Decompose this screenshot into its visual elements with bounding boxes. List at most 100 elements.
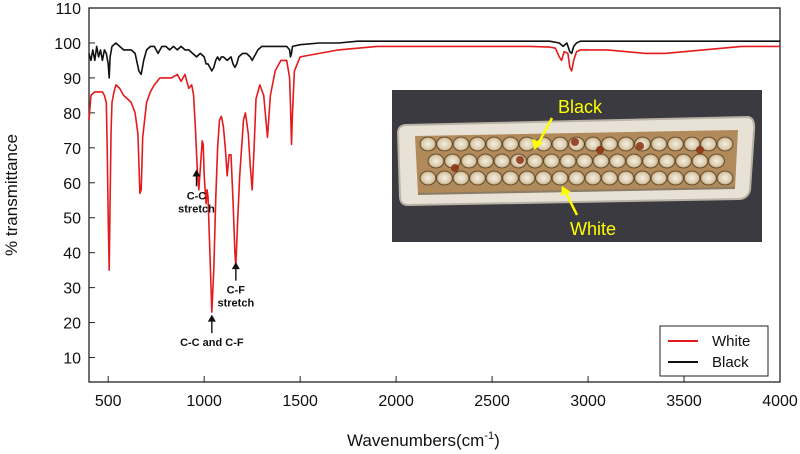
sample-bead <box>551 170 569 186</box>
sample-bead <box>609 153 626 169</box>
sample-bead <box>650 136 668 152</box>
sample-bead <box>584 170 602 186</box>
sample-bead <box>543 153 560 169</box>
y-tick-label: 40 <box>63 246 81 263</box>
sample-bead <box>477 153 494 169</box>
y-tick-label: 60 <box>63 176 81 193</box>
y-tick-label: 90 <box>63 71 81 88</box>
sample-inclusion <box>451 164 459 172</box>
inset-label-black: Black <box>558 97 603 117</box>
x-tick-label: 2500 <box>474 393 510 410</box>
inset-arrowhead-black <box>532 139 543 150</box>
annotation-label-cccf: C-C and C-F <box>180 337 244 349</box>
sample-bead <box>601 136 618 152</box>
sample-inclusion <box>516 156 524 164</box>
x-axis-title-main: Wavenumbers(cm <box>347 431 484 450</box>
sample-bead <box>568 170 585 186</box>
y-axis-ticks: 10 20 30 40 50 60 70 80 90 100 110 <box>54 1 95 368</box>
inset-arrowhead-white <box>561 186 571 196</box>
sample-bead <box>551 136 569 152</box>
sample-bead <box>452 170 470 186</box>
sample-bead <box>535 170 552 186</box>
annotation-arrowhead-cccf <box>207 314 216 322</box>
sample-bead <box>700 170 717 186</box>
sample-bead <box>576 153 593 169</box>
x-tick-label: 1500 <box>282 393 318 410</box>
sample-bead <box>716 170 734 186</box>
sample-bead <box>436 136 453 152</box>
sample-bead <box>650 170 668 186</box>
sample-bead <box>617 170 635 186</box>
series-line-black <box>88 40 780 79</box>
sample-bead <box>667 136 684 152</box>
inset-arrow-black <box>536 117 554 145</box>
sample-bead <box>625 153 643 169</box>
y-axis-title: % transmittance <box>2 134 21 256</box>
sample-bead <box>452 136 470 152</box>
x-tick-label: 4000 <box>762 393 798 410</box>
sample-bead <box>518 136 536 152</box>
inset-photo: Black White <box>392 90 762 242</box>
sample-bead <box>427 153 445 169</box>
inset-label-white: White <box>570 219 616 239</box>
sample-inclusion <box>596 146 604 154</box>
sample-bead <box>502 170 519 186</box>
series-layer <box>88 40 780 313</box>
sample-bead <box>419 136 437 152</box>
y-tick-label: 20 <box>63 316 81 333</box>
sample-bead <box>601 170 618 186</box>
sample-bead <box>675 153 692 169</box>
sample-bead <box>518 170 536 186</box>
legend-box <box>659 325 769 377</box>
sample-bead <box>642 153 659 169</box>
y-tick-label: 80 <box>63 106 81 123</box>
sample-bead <box>683 170 701 186</box>
sample-bead <box>526 153 544 169</box>
x-tick-label: 3000 <box>570 393 606 410</box>
series-line-white <box>88 45 780 313</box>
sample-inclusion <box>636 142 644 150</box>
sample-bead <box>716 136 734 152</box>
sample-bead <box>634 170 651 186</box>
sample-bead <box>700 136 717 152</box>
x-axis-title: Wavenumbers(cm-1) <box>347 430 500 450</box>
x-axis-title-sup: -1 <box>484 430 494 442</box>
sample-bead <box>617 136 635 152</box>
y-tick-label: 100 <box>54 36 81 53</box>
x-tick-label: 1000 <box>186 393 222 410</box>
legend-label-white: White <box>712 333 750 350</box>
annotation-label-cc: C-C <box>187 190 207 202</box>
sample-bead <box>683 136 701 152</box>
sample-bead <box>559 153 577 169</box>
annotation-label-cf: C-F <box>227 285 246 297</box>
sample-inclusion <box>571 138 579 146</box>
y-tick-label: 50 <box>63 211 81 228</box>
annotation-arrowhead-cf <box>231 262 240 270</box>
legend-label-black: Black <box>712 354 749 371</box>
sample-bead <box>708 153 725 169</box>
sample-bead <box>667 170 684 186</box>
y-tick-label: 110 <box>55 1 81 18</box>
legend: White Black <box>659 325 769 377</box>
annotation-arrowhead-cc <box>192 169 201 177</box>
sample-bead <box>592 153 610 169</box>
sample-bead <box>419 170 437 186</box>
sample-bead <box>469 170 486 186</box>
y-tick-label: 70 <box>63 141 81 158</box>
annotation-label-cf: stretch <box>217 298 254 310</box>
sample-bead <box>436 170 453 186</box>
annotation-label-cc: stretch <box>178 203 215 215</box>
sample-bead <box>691 153 709 169</box>
crucible-rim-shadow <box>417 187 736 195</box>
x-axis-ticks: 500 1000 1500 2000 2500 3000 3500 4000 <box>95 376 798 410</box>
y-tick-label: 30 <box>63 281 81 298</box>
sample-bead <box>460 153 478 169</box>
sample-bead <box>485 170 503 186</box>
sample-inclusion <box>696 146 704 154</box>
x-tick-label: 2000 <box>378 393 414 410</box>
x-tick-label: 3500 <box>666 393 702 410</box>
sample-bead <box>493 153 511 169</box>
inset-arrow-white <box>564 192 579 216</box>
